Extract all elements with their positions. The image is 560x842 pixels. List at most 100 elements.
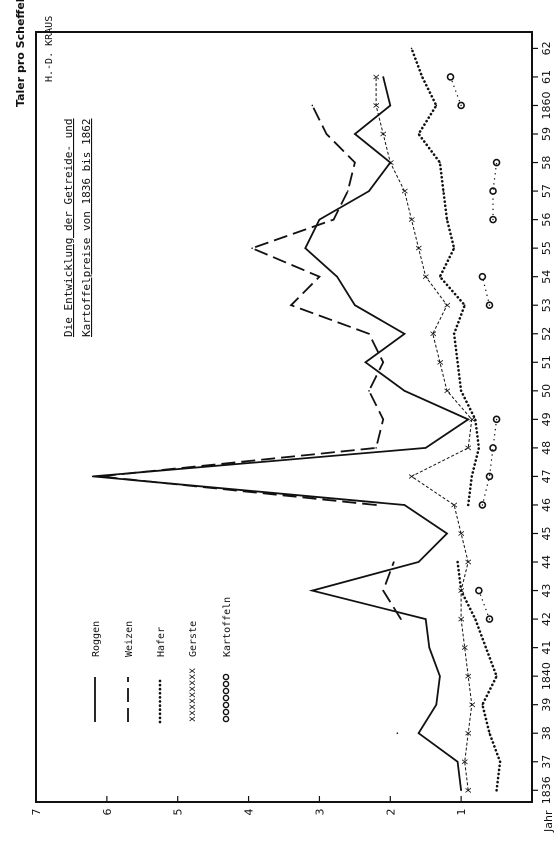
data-point (463, 304, 466, 307)
legend-item-weizen: Weizen (124, 621, 135, 722)
chart-frame (35, 31, 533, 803)
data-point: x (456, 616, 467, 622)
data-point (424, 447, 427, 449)
x-tick-label: 48 (540, 441, 553, 455)
series-line (410, 47, 481, 507)
data-point (382, 589, 385, 592)
data-point: x (456, 530, 467, 536)
data-point (311, 589, 314, 592)
data-point (251, 247, 253, 249)
data-point (474, 418, 477, 421)
y-tick-label: 6 (101, 809, 114, 816)
data-point (456, 361, 459, 364)
data-point: x (414, 245, 425, 251)
data-point (495, 789, 498, 792)
data-point: x (449, 502, 460, 508)
data-point (456, 561, 459, 563)
data-point: x (460, 759, 471, 765)
legend-swatch (222, 694, 230, 702)
chart-title-line2: Kartoffelpreise von 1836 bis 1862 (80, 118, 93, 337)
legend-swatch (222, 673, 230, 681)
data-point (478, 447, 480, 449)
data-point (417, 732, 420, 735)
series-line (92, 76, 471, 791)
data-point: x (467, 702, 478, 708)
y-axis-label: Taler pro Scheffel (14, 0, 27, 107)
data-point (382, 361, 385, 364)
legend-swatch (222, 701, 230, 709)
data-point (410, 47, 413, 50)
data-point: x (463, 673, 474, 679)
series-line (481, 276, 491, 306)
chart-title-line1: Die Entwicklung der Getreide- und (62, 118, 75, 337)
legend-swatch (222, 687, 230, 695)
data-point (446, 218, 448, 221)
data-point: x (463, 559, 474, 565)
x-tick-label: 1860 (540, 91, 553, 119)
data-point (457, 101, 465, 110)
data-point (368, 190, 370, 192)
x-tick-label: 49 (540, 412, 553, 426)
x-tick-label: 50 (540, 384, 553, 398)
x-tick-label: 1836 (540, 776, 553, 804)
data-point: x (428, 331, 439, 337)
data-point (453, 332, 455, 335)
data-point (375, 504, 377, 506)
data-point (446, 532, 448, 535)
data-point: x (407, 217, 418, 223)
x-tick-label: 38 (540, 726, 553, 740)
data-point: x (442, 388, 453, 394)
series-hafer (410, 47, 502, 792)
data-point (382, 76, 385, 78)
data-point (304, 247, 307, 249)
x-tick-label: 53 (540, 298, 553, 312)
legend-label: Hafer (156, 627, 167, 657)
legend-item-hafer: Hafer (156, 627, 167, 724)
data-point: x (371, 102, 382, 108)
data-point (98, 475, 101, 478)
data-point (460, 789, 462, 792)
series-line (492, 161, 498, 221)
data-point (478, 501, 487, 509)
data-point (456, 760, 459, 763)
x-tick-label: 54 (540, 270, 553, 284)
data-point (368, 390, 370, 392)
data-point: x (385, 160, 396, 166)
data-point (389, 104, 392, 107)
legend: Roggen Weizen Hafer xxxxxxxxx Gerste Kartoffe… (91, 597, 233, 724)
x-tick-label: 37 (540, 755, 553, 769)
data-point (318, 275, 321, 278)
series-weizen (98, 104, 402, 735)
data-point (474, 618, 477, 620)
data-point: x (456, 588, 467, 594)
series-line (478, 589, 491, 620)
data-point (485, 646, 487, 649)
legend-swatch: xxxxxxxxx (187, 668, 198, 722)
legend-label: Gerste (188, 621, 199, 657)
y-tick-label: 5 (172, 809, 185, 816)
legend-label: Weizen (124, 621, 135, 657)
data-point (467, 418, 470, 421)
data-point (354, 304, 356, 307)
legend-item-gerste: xxxxxxxxx Gerste (187, 621, 199, 722)
x-tick-label: 41 (540, 641, 553, 655)
data-point (439, 161, 441, 164)
y-tick-label: 1 (455, 809, 468, 816)
data-point: x (378, 131, 389, 137)
data-point (435, 104, 438, 107)
series-line (375, 76, 473, 791)
x-tick-label: 46 (540, 498, 553, 512)
x-tick-label: 59 (540, 127, 553, 141)
legend-swatch (222, 708, 230, 716)
data-point (489, 215, 497, 224)
x-tick-label: 52 (540, 327, 553, 341)
data-point: x (399, 188, 410, 194)
data-point (393, 561, 395, 563)
data-point (336, 275, 338, 278)
data-point (290, 304, 292, 307)
x-tick-label: 56 (540, 213, 553, 227)
data-point (311, 104, 314, 107)
x-tick-label: 55 (540, 241, 553, 255)
data-point (492, 158, 501, 167)
